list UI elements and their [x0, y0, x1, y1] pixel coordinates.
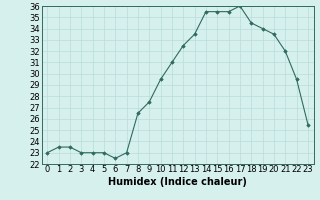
X-axis label: Humidex (Indice chaleur): Humidex (Indice chaleur) [108, 177, 247, 187]
